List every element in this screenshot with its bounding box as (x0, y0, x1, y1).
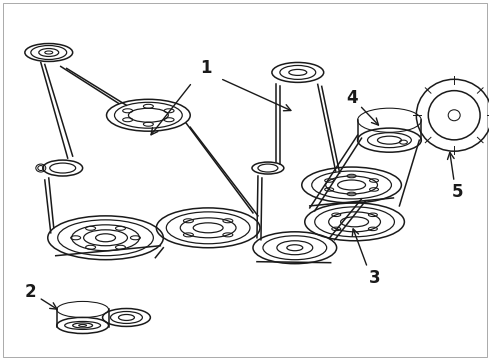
Text: 3: 3 (368, 269, 380, 287)
Text: 4: 4 (346, 89, 357, 107)
Text: 5: 5 (451, 183, 463, 201)
Text: 2: 2 (25, 283, 37, 301)
Text: 1: 1 (200, 59, 212, 77)
